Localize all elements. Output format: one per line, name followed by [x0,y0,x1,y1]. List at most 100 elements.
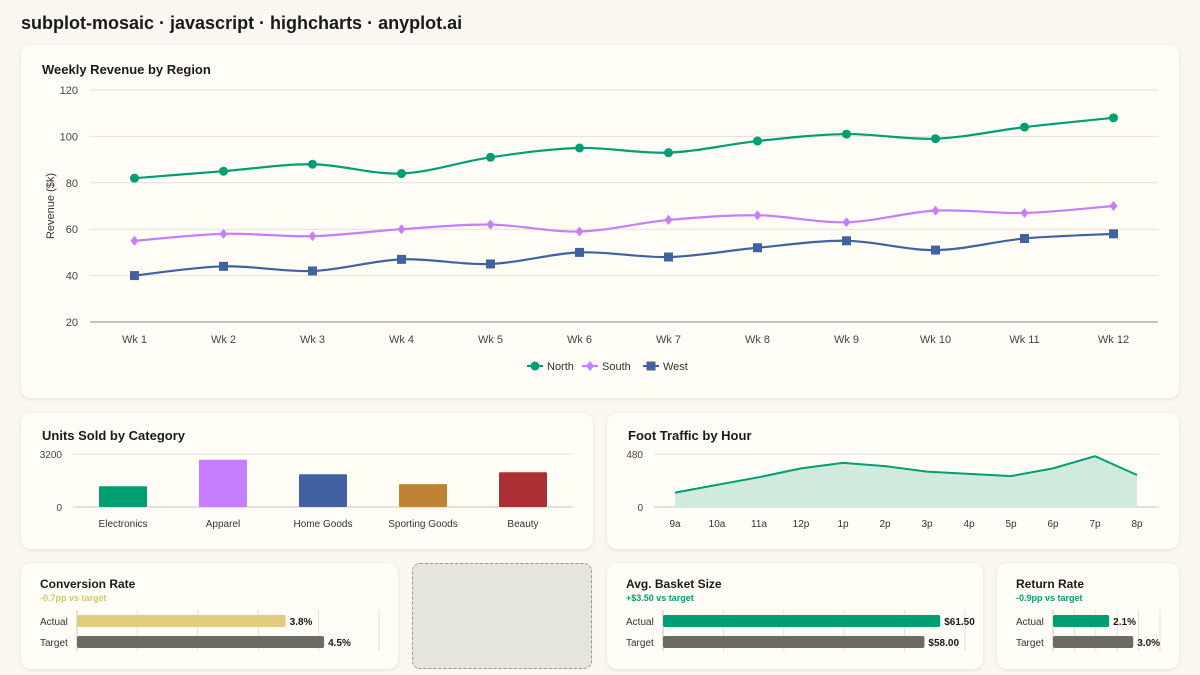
data-point-north [575,143,584,153]
data-point-north [1109,113,1118,123]
series-line-west [134,232,1114,277]
revenue-line-chart: 20 40 60 80 100 120 Revenue ($k) Wk 1 Wk 2 Wk 3 Wk… [45,85,1158,373]
x-tick-label: 12p [793,519,810,530]
y-tick-label: 40 [66,271,78,283]
data-point-west [130,271,139,281]
data-point-west [575,247,584,257]
kpi-value-label: $61.50 [944,617,975,628]
data-point-south [931,205,940,216]
kpi-basket-chart: Actual $61.50 Target $58.00 [626,610,975,651]
data-point-north [219,166,228,176]
x-tick-label: Wk 9 [834,334,859,346]
kpi-bar-target [1053,636,1134,648]
data-point-west [931,245,940,255]
data-point-north [842,129,851,139]
data-point-north [664,148,673,158]
x-tick-label: Wk 7 [656,334,681,346]
data-point-south [397,224,406,235]
data-point-west [486,259,495,269]
data-point-south [1109,201,1118,211]
x-tick-label: Sporting Goods [388,519,458,530]
kpi-value-label: 3.8% [290,617,313,628]
revenue-chart-title: Weekly Revenue by Region [42,62,211,77]
data-point-south [308,231,317,242]
y-tick-label: 480 [626,450,643,461]
kpi-row-label: Target [40,638,68,649]
x-tick-label: Apparel [206,519,240,530]
x-tick-label: Wk 3 [300,334,325,346]
bar-electronics [99,486,147,507]
x-tick-label: 9a [669,519,681,530]
kpi-bar-target [77,636,325,648]
y-tick-label: 80 [66,178,78,190]
x-tick-label: 2p [879,519,891,530]
data-point-north [1020,122,1029,132]
data-point-west [397,254,406,264]
y-tick-label: 20 [66,317,78,329]
kpi-value-label: 2.1% [1113,617,1136,628]
data-point-south [842,217,851,228]
units-chart-title: Units Sold by Category [42,428,186,443]
data-point-north [308,159,317,169]
x-tick-label: 6p [1047,519,1059,530]
x-tick-label: Electronics [99,519,148,530]
kpi-conversion-panel: Conversion Rate -0.7pp vs target Actual 3… [21,563,398,669]
bar-home-goods [299,474,347,507]
data-point-south [486,219,495,230]
area-line [674,455,1138,494]
kpi-conversion-chart: Actual 3.8% Target 4.5% [40,610,380,651]
page-title: subplot-mosaic · javascript · highcharts… [21,13,463,33]
data-point-north [931,134,940,144]
x-tick-label: 8p [1131,519,1143,530]
kpi-conversion-title: Conversion Rate [40,577,136,591]
area-fill [675,456,1137,507]
legend-marker [646,361,656,371]
kpi-basket-title: Avg. Basket Size [626,577,722,591]
x-tick-label: Beauty [507,519,538,530]
kpi-basket-panel: Avg. Basket Size +$3.50 vs target Actual… [607,563,983,669]
data-point-west [219,261,228,271]
data-point-north [130,173,139,183]
y-tick-label: 0 [56,503,62,514]
kpi-bar-actual [663,615,941,627]
kpi-return-chart: Actual 2.1% Target 3.0% [1016,610,1161,651]
kpi-bar-actual [77,615,286,627]
kpi-basket-delta: +$3.50 vs target [626,593,694,603]
data-point-west [308,266,317,276]
x-tick-label: Wk 4 [389,334,414,346]
kpi-row-label: Target [626,638,654,649]
kpi-bar-target [663,636,925,648]
revenue-panel: Weekly Revenue by Region 20 40 60 80 100 120 R… [21,45,1179,398]
x-tick-label: Wk 5 [478,334,503,346]
empty-panel-placeholder [412,563,592,669]
data-point-north [397,169,406,179]
data-point-west [1109,229,1118,239]
traffic-panel: Foot Traffic by Hour 0 480 9a 10a 11a 12p 1p 2p… [607,413,1179,549]
kpi-return-title: Return Rate [1016,577,1085,591]
kpi-row-label: Actual [40,617,68,628]
units-panel: Units Sold by Category 0 3200 Electronics A… [21,413,593,549]
kpi-conversion-delta: -0.7pp vs target [40,593,107,603]
legend-marker [586,361,594,371]
bar-beauty [499,472,547,507]
x-tick-label: 1p [837,519,849,530]
traffic-chart-title: Foot Traffic by Hour [628,428,752,443]
data-point-west [753,243,762,253]
data-point-south [130,235,139,246]
data-point-west [842,236,851,246]
x-tick-label: 11a [751,519,767,530]
legend-label-north: North [547,361,574,373]
units-bar-chart: 0 3200 Electronics Apparel Home Goods Sportin… [40,450,573,530]
x-tick-label: Wk 2 [211,334,236,346]
data-point-south [575,226,584,237]
kpi-row-label: Actual [1016,617,1044,628]
x-tick-label: Wk 11 [1009,334,1039,346]
x-tick-label: Wk 10 [920,334,951,346]
y-tick-label: 0 [637,503,643,514]
legend-label-south: South [602,361,631,373]
x-tick-label: 5p [1005,519,1017,530]
bar-apparel [199,459,247,507]
x-tick-label: Home Goods [294,519,353,530]
x-tick-label: Wk 8 [745,334,770,346]
kpi-row-label: Actual [626,617,654,628]
